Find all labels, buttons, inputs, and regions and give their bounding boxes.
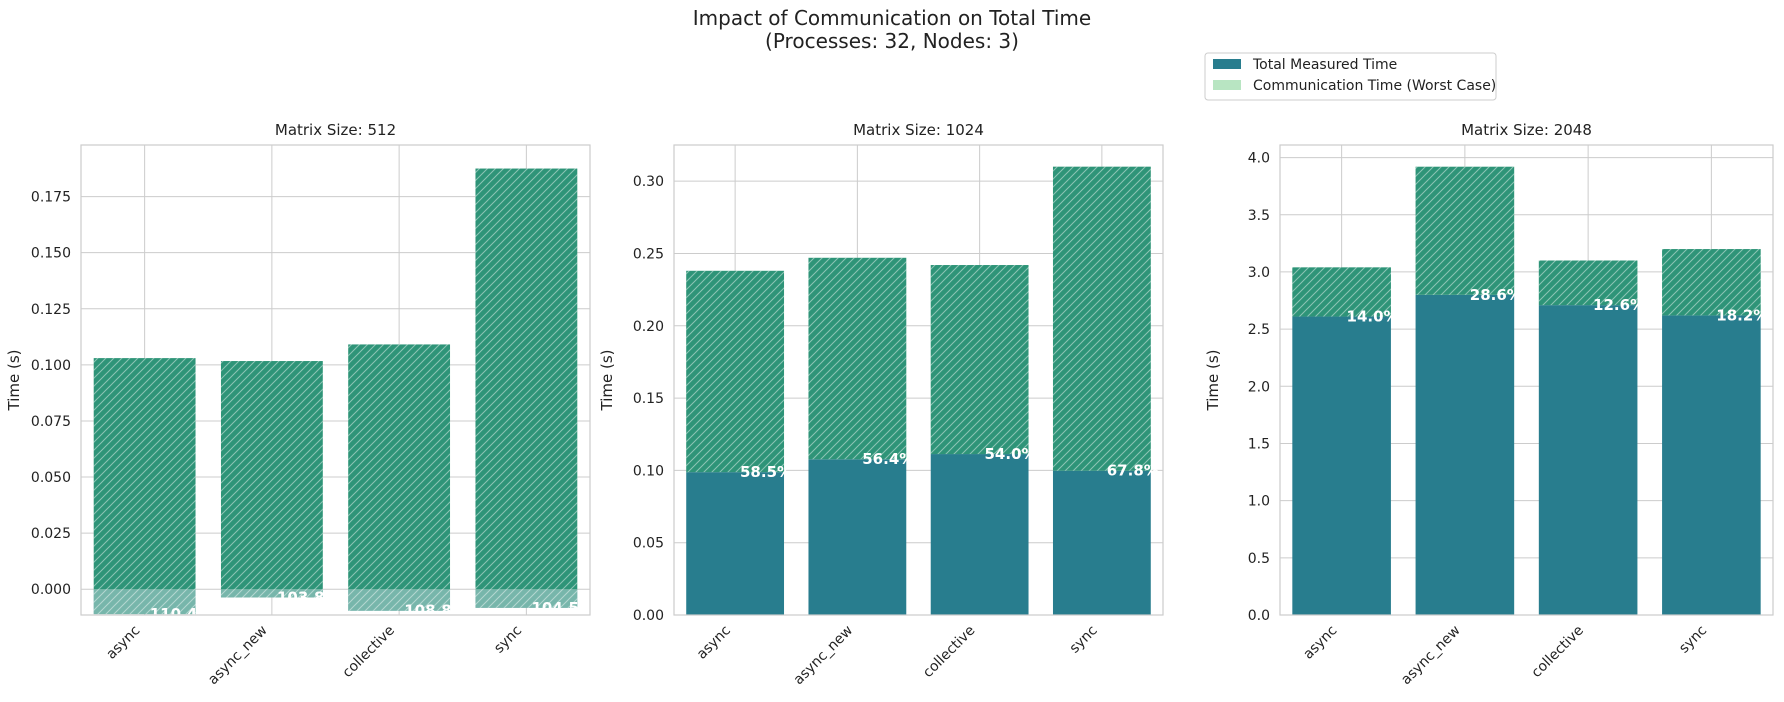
y-tick-label: 0.050 [31,470,71,486]
axes-frame [673,144,1164,616]
y-axis-label: Time (s) [1204,350,1222,412]
bar-total-measured-time [808,459,907,615]
legend-swatch-total [1213,59,1241,69]
subplot-matrix-512: 110.4% 103.8% 108.8% 104.5% 0.000 0.025 0.050 0… [5,121,594,688]
bar-hatch [808,257,907,460]
bar-percentage-label: 12.6% [1593,296,1645,314]
bar-total-measured-time [1415,294,1515,615]
bar-hatch [93,358,196,590]
y-tick-label: 0.10 [633,463,664,479]
y-tick-label: 0.5 [1248,551,1270,567]
bar-percentage-label: 56.4% [862,450,914,468]
y-tick-label: 0.25 [633,246,664,262]
y-tick-label: 0.100 [31,358,71,374]
axes-frame [1279,144,1774,616]
bar-total-measured-time [1662,315,1761,615]
x-tick-label: async_new [791,623,857,689]
legend: Total Measured Time Communication Time (… [1204,52,1497,101]
bar-hatch-lower [93,589,196,615]
bar-percentage-label: 28.6% [1470,286,1522,304]
y-tick-label: 3.0 [1248,265,1270,281]
subplot-title: Matrix Size: 2048 [1461,121,1592,139]
y-axis-label: Time (s) [5,350,23,412]
bar-percentage-label: 58.5% [740,463,792,481]
bar-total-measured-time [1292,316,1391,615]
bar-percentage-label: 67.8% [1107,462,1159,480]
subplot-matrix-2048: 14.0% 28.6% 12.6% 18.2% 0.0 0.5 1.0 1.5 2.0 2.5 3.… [1204,121,1774,689]
bar-hatch [1292,267,1391,317]
y-tick-label: 2.0 [1248,379,1270,395]
subplot-matrix-1024: 58.5% 56.4% 54.0% 67.8% 0.00 0.05 0.10 0.15 0.20… [598,121,1164,689]
y-tick-label: 0.150 [31,246,71,262]
x-tick-label: async [1300,623,1340,663]
subplot-title: Matrix Size: 512 [275,121,396,139]
y-tick-label: 4.0 [1248,151,1270,167]
subplot-title: Matrix Size: 1024 [853,121,984,139]
x-tick-label: sync [1676,623,1710,657]
y-tick-label: 0.025 [31,526,71,542]
x-tick-label: collective [920,623,978,681]
x-tick-label: async_new [205,623,271,689]
y-tick-label: 1.5 [1248,436,1270,452]
bar-total-measured-time [686,472,785,615]
bar-percentage-label: 14.0% [1347,308,1399,326]
legend-label-total: Total Measured Time [1252,57,1397,73]
bar-percentage-label: 104.5% [531,599,593,617]
y-tick-label: 1.0 [1248,494,1270,510]
x-tick-label: sync [491,623,525,657]
y-tick-label: 0.15 [633,391,664,407]
bar-total-measured-time [1538,305,1638,615]
bar-total-measured-time [1052,470,1151,615]
y-axis-label: Time (s) [598,350,616,412]
bar-hatch-lower [475,589,578,608]
y-tick-label: 0.125 [31,302,71,318]
y-tick-label: 0.20 [633,319,664,335]
x-tick-label: sync [1067,623,1101,657]
y-tick-label: 0.0 [1248,608,1270,624]
x-tick-label: async [694,623,734,663]
bar-percentage-label: 54.0% [985,445,1037,463]
bar-hatch [348,344,451,590]
x-tick-label: async [103,623,143,663]
x-tick-label: collective [1529,623,1587,681]
y-tick-label: 0.00 [633,608,664,624]
y-tick-label: 0.05 [633,536,664,552]
y-tick-label: 0.075 [31,414,71,430]
y-tick-label: 0.000 [31,582,71,598]
bar-hatch [1052,166,1151,471]
x-tick-label: async_new [1398,623,1464,689]
bar-hatch [686,270,785,473]
x-tick-label: collective [340,623,398,681]
bar-percentage-label: 18.2% [1716,306,1768,324]
legend-box [1204,52,1497,101]
bar-hatch [930,265,1029,455]
axes-frame [80,144,591,616]
legend-swatch-communication [1213,80,1241,90]
figure-title: Impact of Communication on Total Time [693,6,1091,30]
bar-percentage-label: 110.4% [150,605,212,623]
bar-hatch [1538,260,1638,306]
bar-hatch [1662,249,1761,316]
bar-percentage-label: 108.8% [404,602,466,620]
bar-hatch-lower [348,589,451,611]
legend-label-communication: Communication Time (Worst Case) [1253,78,1496,94]
bar-total-measured-time [930,454,1029,615]
bar-hatch [475,168,578,590]
y-tick-label: 0.175 [31,190,71,206]
figure-subtitle: (Processes: 32, Nodes: 3) [765,29,1019,53]
bar-hatch [220,361,323,590]
bar-hatch [1415,166,1515,295]
y-tick-label: 0.30 [633,174,664,190]
bar-hatch-lower [220,589,323,598]
bar-percentage-label: 103.8% [277,589,339,607]
y-tick-label: 2.5 [1248,322,1270,338]
y-tick-label: 3.5 [1248,208,1270,224]
